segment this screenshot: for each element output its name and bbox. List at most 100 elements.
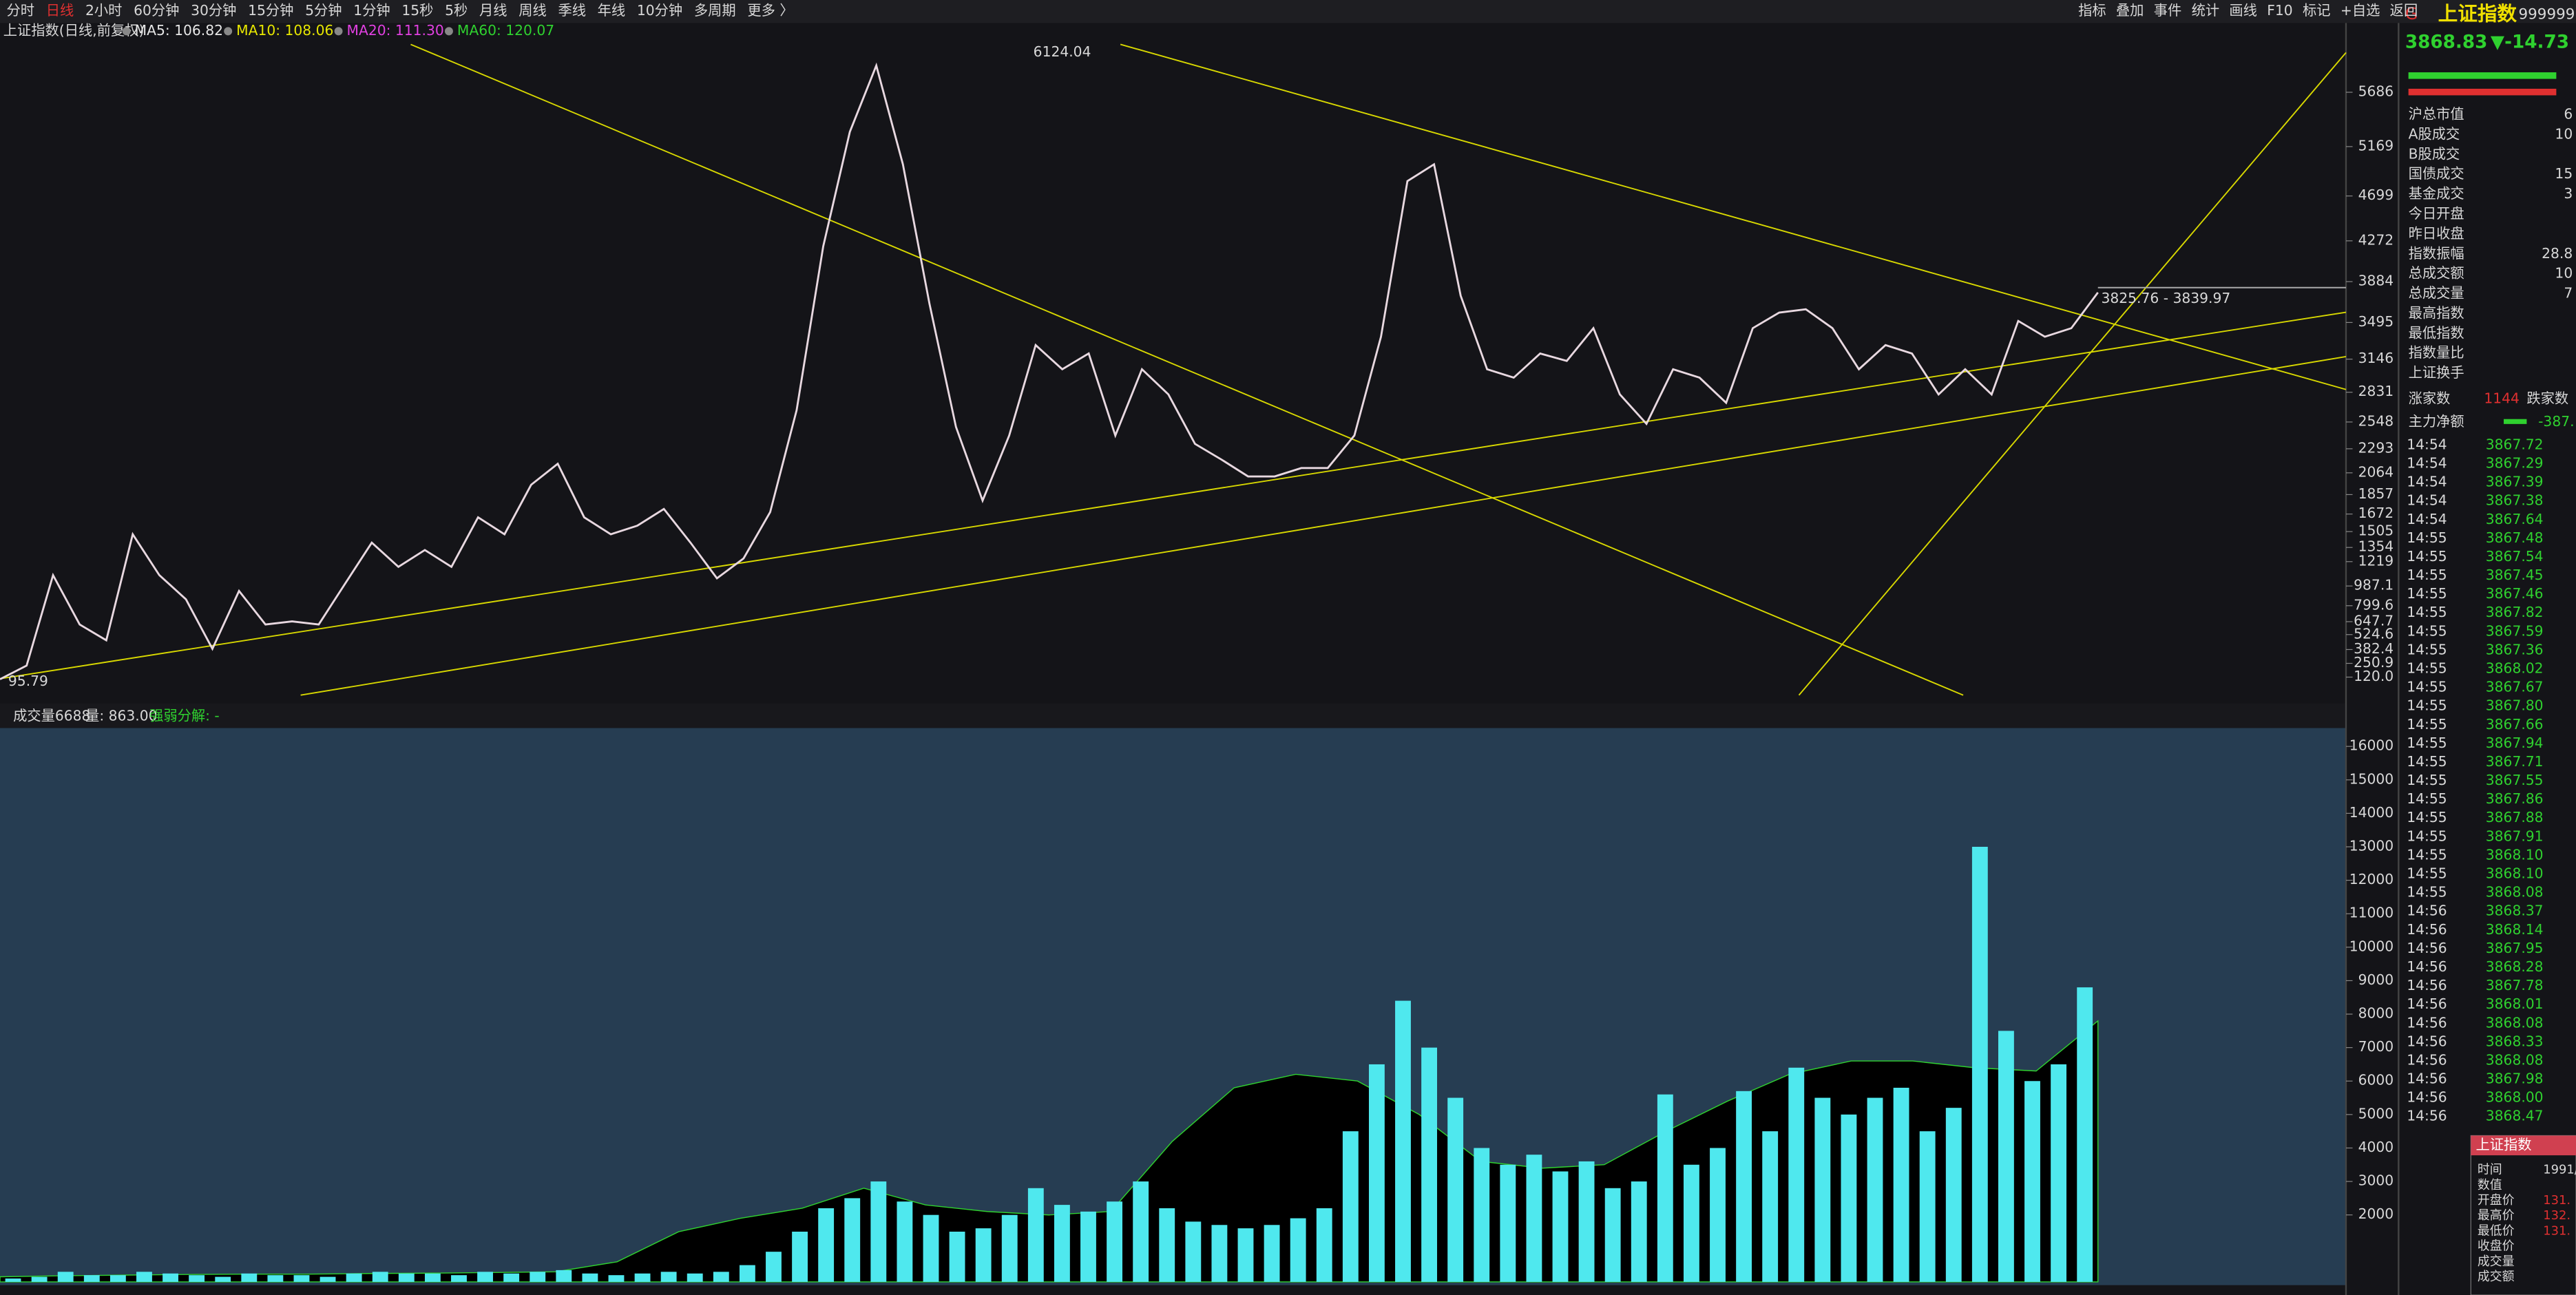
popup-header [2471, 1135, 2576, 1156]
volume-bar [1500, 1164, 1516, 1282]
trend-line [1120, 43, 2347, 390]
period-tab[interactable]: 60分钟 [134, 2, 179, 19]
stat-value: -387. [2538, 413, 2574, 430]
volume-bar [503, 1273, 520, 1282]
volume-bar [1971, 846, 1988, 1282]
y-tick-label: 3495 [2358, 313, 2394, 330]
legend-entry: MA5: 106.82 [135, 22, 223, 39]
period-tab[interactable]: 日线 [46, 2, 74, 19]
tick-price: 3868.14 [2486, 921, 2544, 938]
tick-time: 14:56 [2407, 1108, 2447, 1124]
tick-time: 14:55 [2407, 567, 2447, 583]
tick-price: 3868.28 [2486, 958, 2544, 975]
stat-label: 最低指数 [2409, 324, 2464, 341]
volume-bar [346, 1273, 362, 1282]
volume-bar [556, 1270, 572, 1282]
tick-price: 3868.08 [2486, 1014, 2544, 1031]
tick-price: 3867.66 [2486, 716, 2544, 733]
volume-bar [1395, 1000, 1411, 1282]
tick-price: 3867.67 [2486, 679, 2544, 695]
stat-label: 跌家数 [2526, 390, 2568, 407]
trend-lines [0, 43, 2347, 696]
tick-price: 3867.82 [2486, 604, 2544, 620]
period-tab[interactable]: 2小时 [85, 2, 122, 19]
period-tab[interactable]: 1分钟 [353, 2, 390, 19]
y-tick-label: 524.6 [2354, 625, 2394, 642]
volume-bar [818, 1208, 835, 1282]
trend-line [0, 311, 2347, 680]
tool-button[interactable]: 标记 [2303, 2, 2331, 19]
popup-label: 成交量 [2478, 1254, 2515, 1269]
y-tick-label: 2548 [2358, 412, 2394, 429]
volume-bar [923, 1214, 939, 1282]
price-line [0, 62, 2099, 680]
tool-button[interactable]: 返回 [2390, 2, 2418, 19]
legend-entry: MA10: 108.06 [236, 22, 333, 39]
period-tab[interactable]: 年线 [598, 2, 626, 19]
volume-bar [1736, 1091, 1752, 1282]
period-tab[interactable]: 30分钟 [191, 2, 236, 19]
volume-bar [293, 1275, 310, 1282]
tick-time: 14:55 [2407, 660, 2447, 677]
tick-time: 14:55 [2407, 679, 2447, 695]
period-tab[interactable]: 分时 [7, 2, 35, 19]
y-tick-label: 7000 [2358, 1038, 2394, 1055]
period-tab[interactable]: 15秒 [401, 2, 433, 19]
tick-time: 14:55 [2407, 772, 2447, 788]
period-tab[interactable]: 5分钟 [305, 2, 342, 19]
tick-price: 3868.10 [2486, 865, 2544, 882]
volume-bar [372, 1272, 388, 1282]
tool-button[interactable]: 事件 [2154, 2, 2182, 19]
tick-price: 3868.02 [2486, 660, 2544, 677]
popup-value: 1991/ [2543, 1163, 2576, 1177]
tool-button[interactable]: 画线 [2229, 2, 2257, 19]
volume-bar [1683, 1164, 1699, 1282]
tick-time: 14:54 [2407, 511, 2447, 527]
tool-button[interactable]: +自选 [2341, 2, 2380, 19]
period-tab[interactable]: 5秒 [445, 2, 468, 19]
volume-bar [949, 1231, 965, 1282]
period-tab[interactable]: 周线 [519, 2, 547, 19]
tick-price: 3868.08 [2486, 884, 2544, 901]
tick-price: 3868.10 [2486, 846, 2544, 863]
annotation: 3825.76 - 3839.97 [2101, 290, 2230, 306]
period-tab[interactable]: 更多 〉 [747, 2, 793, 19]
quote-code: 999999 [2518, 6, 2575, 23]
popup-label: 收盘价 [2478, 1239, 2515, 1254]
period-tab[interactable]: 季线 [558, 2, 586, 19]
volume-bar [1762, 1131, 1779, 1282]
tool-button[interactable]: F10 [2267, 2, 2292, 19]
stat-label: 指数量比 [2409, 344, 2464, 361]
tool-button[interactable]: 叠加 [2116, 2, 2144, 19]
volume-bar [766, 1252, 782, 1282]
period-tab[interactable]: 10分钟 [637, 2, 682, 19]
y-tick-label: 5000 [2358, 1105, 2394, 1122]
stat-label: 上证换手 [2409, 364, 2464, 381]
tick-price: 3867.91 [2486, 828, 2544, 844]
tool-button[interactable]: 统计 [2192, 2, 2220, 19]
volume-bar [608, 1275, 625, 1282]
popup-label: 成交额 [2478, 1270, 2515, 1284]
volume-bar [57, 1272, 74, 1282]
trend-line [300, 356, 2347, 696]
volume-bar [1552, 1171, 1569, 1282]
period-tab[interactable]: 多周期 [694, 2, 736, 19]
volume-note: 强弱分解: - [149, 707, 220, 724]
volume-bar [1814, 1097, 1831, 1282]
tool-button[interactable]: 指标 [2078, 2, 2106, 19]
volume-title: 成交量6688 [13, 707, 90, 724]
volume-bar [739, 1265, 755, 1282]
stat-label: 基金成交 [2409, 185, 2464, 202]
tick-time: 14:56 [2407, 903, 2447, 919]
stat-label: B股成交 [2409, 145, 2460, 162]
y-tick-label: 10000 [2349, 938, 2394, 954]
y-tick-label: 11000 [2349, 905, 2394, 921]
popup-title: 上证指数 [2475, 1136, 2531, 1152]
period-tab[interactable]: 15分钟 [248, 2, 293, 19]
stat-label: 总成交量 [2409, 285, 2464, 302]
period-tab[interactable]: 月线 [479, 2, 507, 19]
stat-label: 昨日收盘 [2409, 225, 2464, 242]
popup-label: 开盘价 [2478, 1193, 2515, 1208]
volume-bar [687, 1273, 703, 1282]
